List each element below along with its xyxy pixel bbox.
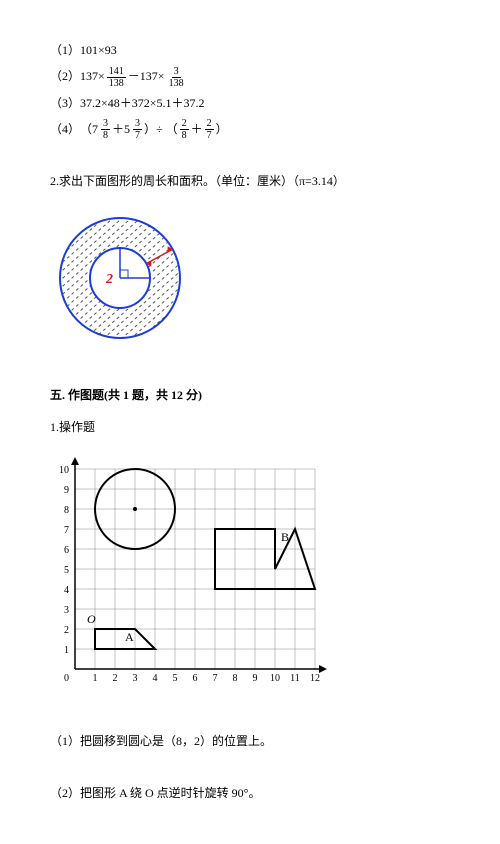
- problem-1-label: （1）: [50, 40, 80, 62]
- svg-text:4: 4: [153, 673, 158, 684]
- svg-text:11: 11: [290, 673, 300, 684]
- svg-text:1: 1: [93, 673, 98, 684]
- svg-text:B: B: [281, 530, 289, 544]
- svg-text:6: 6: [193, 673, 198, 684]
- svg-text:0: 0: [64, 673, 69, 684]
- problem-2: （2） 137× 141 138 －137× 3 138: [50, 66, 450, 89]
- svg-text:9: 9: [253, 673, 258, 684]
- question-2: 2.求出下面图形的周长和面积。（单位：厘米）（π=3.14）: [50, 171, 450, 193]
- problem-2-label: （2）: [50, 66, 80, 88]
- problem-3: （3） 37.2×48＋372×5.1＋37.2: [50, 93, 450, 115]
- sub-question-1: （1）把圆移到圆心是（8，2）的位置上。: [50, 731, 450, 753]
- grid-svg: 123456789101112123456789100AOB: [50, 454, 330, 694]
- annulus-figure: 2: [50, 208, 450, 356]
- problem-3-expr: 37.2×48＋372×5.1＋37.2: [80, 93, 205, 115]
- svg-text:2: 2: [105, 272, 113, 287]
- mixed-7-3-8: 7 3 8: [92, 118, 112, 141]
- question-2-text: 2.求出下面图形的周长和面积。（单位：厘米）（π=3.14）: [50, 174, 345, 188]
- svg-text:5: 5: [173, 673, 178, 684]
- section-5-title: 五. 作图题(共 1 题，共 12 分): [50, 385, 450, 407]
- fraction-3-138: 3 138: [167, 66, 186, 89]
- svg-text:2: 2: [64, 625, 69, 636]
- svg-text:3: 3: [133, 673, 138, 684]
- problem-2-pre: 137×: [80, 66, 105, 88]
- problem-4-label: （4）: [50, 119, 80, 141]
- svg-text:1: 1: [64, 645, 69, 656]
- problem-2-mid: －137×: [128, 66, 165, 88]
- svg-text:A: A: [125, 630, 134, 644]
- svg-text:7: 7: [64, 525, 69, 536]
- svg-text:10: 10: [59, 465, 69, 476]
- svg-text:4: 4: [64, 585, 69, 596]
- grid-figure: 123456789101112123456789100AOB: [50, 454, 450, 702]
- svg-text:12: 12: [310, 673, 320, 684]
- fraction-2-7: 2 7: [205, 118, 214, 141]
- svg-text:6: 6: [64, 545, 69, 556]
- svg-text:8: 8: [64, 505, 69, 516]
- problem-4: （4） （ 7 3 8 ＋ 5 3 7 ） ÷ （ 2 8 ＋ 2 7 ）: [50, 118, 450, 141]
- annulus-svg: 2: [50, 208, 190, 348]
- svg-text:8: 8: [233, 673, 238, 684]
- problem-3-label: （3）: [50, 93, 80, 115]
- problem-1: （1） 101×93: [50, 40, 450, 62]
- sub-question-2: （2）把图形 A 绕 O 点逆时针旋转 90°。: [50, 783, 450, 805]
- fraction-141-138: 141 138: [107, 66, 126, 89]
- svg-text:9: 9: [64, 485, 69, 496]
- svg-text:2: 2: [113, 673, 118, 684]
- svg-text:3: 3: [64, 605, 69, 616]
- svg-text:7: 7: [213, 673, 218, 684]
- svg-text:5: 5: [64, 565, 69, 576]
- svg-text:O: O: [87, 612, 96, 626]
- mixed-5-3-7: 5 3 7: [124, 118, 144, 141]
- fraction-2-8: 2 8: [180, 118, 189, 141]
- section-5-q1-label: 1.操作题: [50, 417, 450, 439]
- svg-text:10: 10: [270, 673, 280, 684]
- problem-1-expr: 101×93: [80, 40, 117, 62]
